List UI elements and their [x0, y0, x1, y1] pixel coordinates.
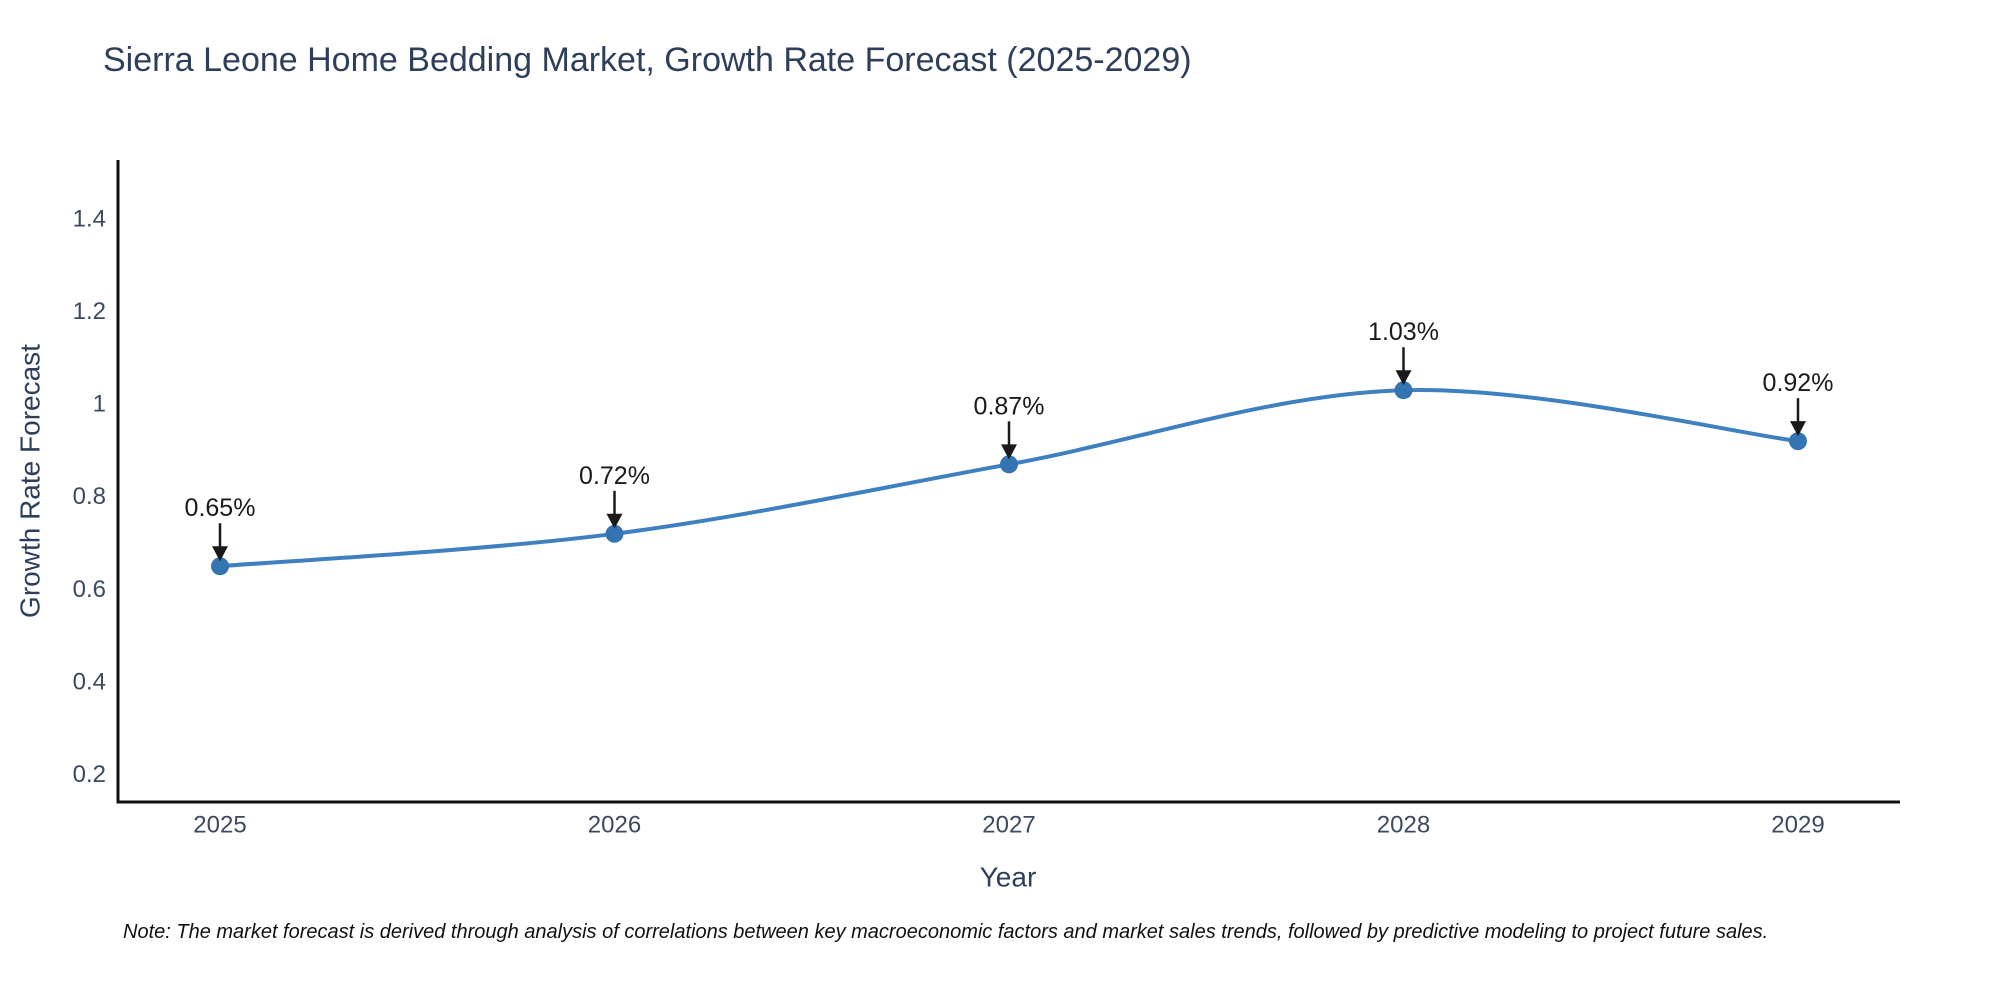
chart-title: Sierra Leone Home Bedding Market, Growth… — [103, 41, 1192, 79]
y-tick-label: 1.4 — [73, 205, 106, 232]
annotation-label: 0.87% — [974, 392, 1045, 420]
data-point-marker — [1394, 381, 1413, 400]
data-point-marker — [605, 524, 624, 543]
annotation-arrow-head — [1395, 370, 1412, 386]
y-tick-label: 0.8 — [73, 483, 106, 510]
annotation-label: 0.72% — [579, 462, 650, 490]
x-tick-label: 2027 — [982, 812, 1035, 839]
y-tick-label: 0.6 — [73, 576, 106, 603]
y-tick-label: 0.2 — [73, 761, 106, 788]
annotation-label: 0.92% — [1763, 369, 1834, 397]
y-tick-label: 1.2 — [73, 298, 106, 325]
annotation-label: 1.03% — [1368, 318, 1439, 346]
data-point-marker — [1789, 432, 1807, 451]
y-axis-title: Growth Rate Forecast — [15, 344, 46, 618]
x-tick-label: 2028 — [1377, 812, 1430, 839]
annotation-label: 0.65% — [185, 494, 256, 522]
footnote: Note: The market forecast is derived thr… — [123, 921, 1768, 943]
plot-area: 0.2 0.4 0.6 0.8 1 1.2 1.4 2025 2026 2027 2028 2029 0… — [73, 160, 1900, 839]
data-point-marker — [211, 557, 229, 576]
x-tick-label: 2025 — [193, 812, 246, 839]
x-axis-title: Year — [980, 862, 1037, 893]
x-tick-label: 2026 — [588, 812, 641, 839]
annotation-arrow-head — [1001, 444, 1017, 460]
x-tick-label: 2029 — [1771, 812, 1824, 839]
annotation-arrow-head — [606, 513, 623, 529]
y-tick-label: 0.4 — [73, 669, 106, 696]
data-point-marker — [1000, 455, 1018, 474]
y-tick-label: 1 — [93, 391, 106, 418]
annotation-arrow-head — [212, 546, 228, 562]
annotation-arrow-head — [1790, 421, 1806, 437]
